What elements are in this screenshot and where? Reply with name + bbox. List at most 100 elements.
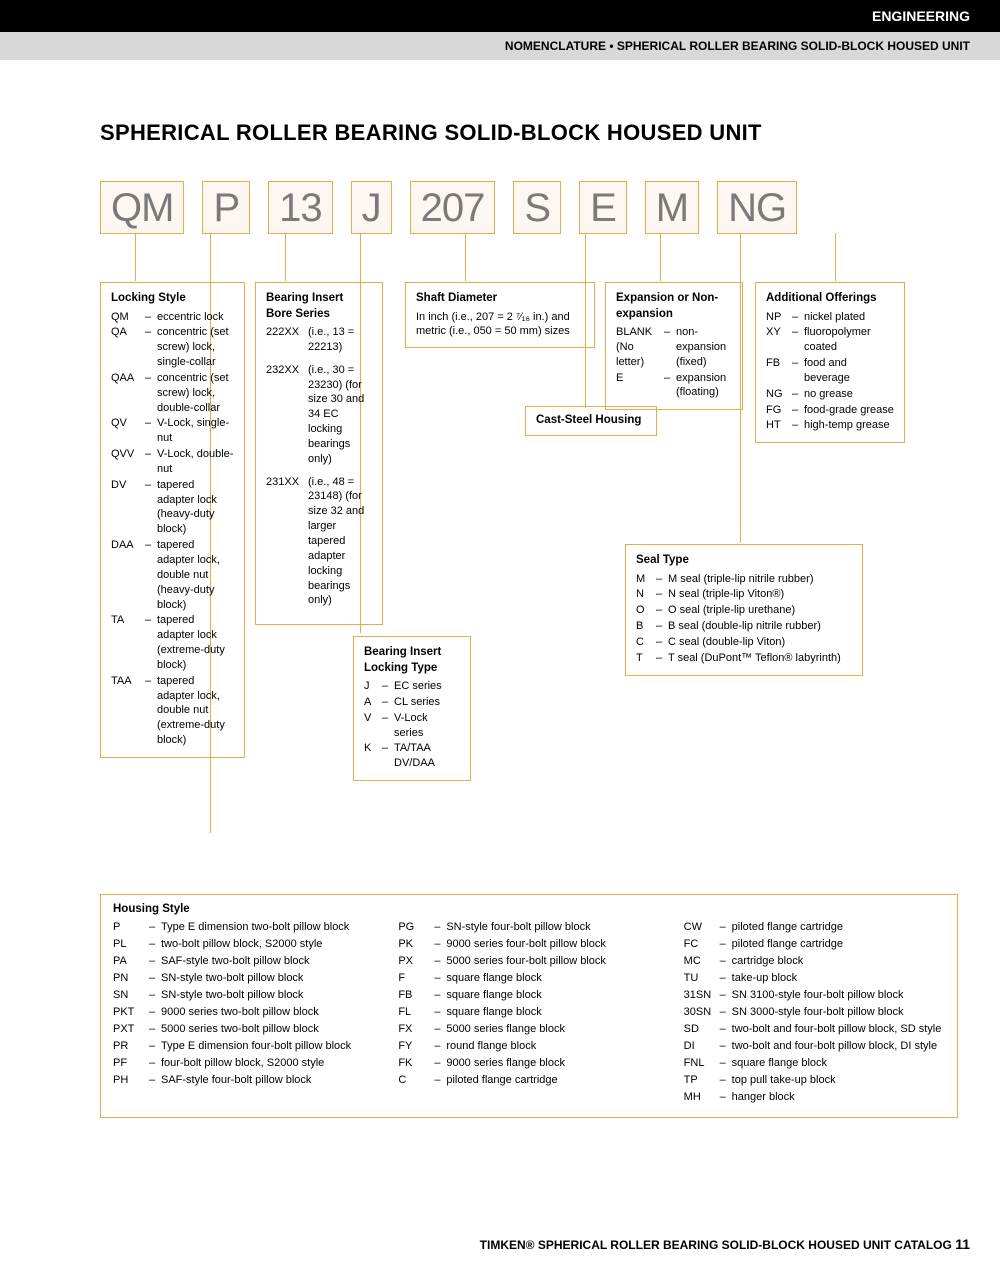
housing-row: CW–piloted flange cartridge — [684, 919, 945, 936]
legend-desc: N seal (triple-lip Viton®) — [668, 587, 784, 602]
housing-col-2: PG–SN-style four-bolt pillow blockPK–900… — [398, 919, 659, 1107]
legend-desc: EC series — [394, 679, 442, 694]
page-number: 11 — [955, 1236, 970, 1252]
legend-items: 222XX(i.e., 13 = 22213) 232XX(i.e., 30 = … — [266, 325, 372, 608]
legend-desc: V-Lock series — [394, 711, 460, 741]
legend-row: FB–food and beverage — [766, 356, 894, 386]
legend-cast-steel: Cast-Steel Housing — [525, 406, 657, 436]
housing-row: FX–5000 series flange block — [398, 1021, 659, 1038]
housing-row: PK–9000 series four-bolt pillow block — [398, 936, 659, 953]
legend-desc: high-temp grease — [804, 418, 890, 433]
housing-row: PXT–5000 series two-bolt pillow block — [113, 1021, 374, 1038]
legend-desc: food-grade grease — [804, 403, 894, 418]
code-2: 13 — [268, 181, 333, 234]
legend-row: NP–nickel plated — [766, 310, 894, 325]
legend-code: QM — [111, 310, 145, 325]
legend-code: C — [636, 635, 656, 650]
housing-row: FY–round flange block — [398, 1038, 659, 1055]
header-black-bar: ENGINEERING — [0, 0, 1000, 32]
code-0: QM — [100, 181, 184, 234]
legend-locking-type: Bearing Insert Locking Type J–EC seriesA… — [353, 636, 471, 781]
legend-title: Shaft Diameter — [416, 291, 584, 307]
legend-row: M–M seal (triple-lip nitrile rubber) — [636, 572, 852, 587]
legend-desc: T seal (DuPont™ Teflon® labyrinth) — [668, 651, 841, 666]
legend-row: C–C seal (double-lip Viton) — [636, 635, 852, 650]
legend-row: N–N seal (triple-lip Viton®) — [636, 587, 852, 602]
legend-additional: Additional Offerings NP–nickel platedXY–… — [755, 282, 905, 443]
housing-col-3: CW–piloted flange cartridgeFC–piloted fl… — [684, 919, 945, 1107]
housing-row: P–Type E dimension two-bolt pillow block — [113, 919, 374, 936]
code-7: M — [645, 181, 699, 234]
legend-title: Expansion or Non-expansion — [616, 291, 732, 322]
legend-items: NP–nickel platedXY–fluoropolymer coatedF… — [766, 310, 894, 434]
footer-text: SPHERICAL ROLLER BEARING SOLID-BLOCK HOU… — [538, 1238, 952, 1252]
legend-row: J–EC series — [364, 679, 460, 694]
code-1: P — [202, 181, 250, 234]
housing-row: PA–SAF-style two-bolt pillow block — [113, 953, 374, 970]
housing-row: FC–piloted flange cartridge — [684, 936, 945, 953]
legend-locking-style: Locking Style QM–eccentric lockQA–concen… — [100, 282, 245, 758]
housing-row: PR–Type E dimension four-bolt pillow blo… — [113, 1038, 374, 1055]
legend-row: QAA–concentric (set screw) lock, double-… — [111, 371, 234, 416]
legend-row: TA–tapered adapter lock (extreme-duty bl… — [111, 613, 234, 672]
footer-brand: TIMKEN® — [480, 1238, 535, 1252]
legend-title: Locking Style — [111, 291, 234, 307]
legend-code: FB — [766, 356, 792, 386]
legend-code: O — [636, 603, 656, 618]
legend-desc: concentric (set screw) lock, double-coll… — [157, 371, 234, 416]
legend-title: Additional Offerings — [766, 291, 894, 307]
legend-title: Cast-Steel Housing — [536, 413, 646, 429]
legend-seal-type: Seal Type M–M seal (triple-lip nitrile r… — [625, 544, 863, 676]
page-footer: TIMKEN® SPHERICAL ROLLER BEARING SOLID-B… — [480, 1236, 970, 1252]
legend-area: Locking Style QM–eccentric lockQA–concen… — [100, 246, 960, 886]
legend-desc: V-Lock, single-nut — [157, 416, 234, 446]
legend-row: QV–V-Lock, single-nut — [111, 416, 234, 446]
legend-bore-series: Bearing Insert Bore Series 222XX(i.e., 1… — [255, 282, 383, 625]
legend-code: N — [636, 587, 656, 602]
legend-row: DV–tapered adapter lock (heavy-duty bloc… — [111, 478, 234, 537]
code-3: J — [351, 181, 392, 234]
legend-code: QA — [111, 325, 145, 370]
legend-row: 222XX(i.e., 13 = 22213) — [266, 325, 372, 355]
legend-code: K — [364, 741, 382, 771]
legend-items: M–M seal (triple-lip nitrile rubber)N–N … — [636, 572, 852, 666]
legend-desc: food and beverage — [804, 356, 894, 386]
legend-desc: CL series — [394, 695, 440, 710]
housing-row: TP–top pull take-up block — [684, 1072, 945, 1089]
code-8: NG — [717, 181, 797, 234]
legend-code: QV — [111, 416, 145, 446]
legend-row: QM–eccentric lock — [111, 310, 234, 325]
legend-row: NG–no grease — [766, 387, 894, 402]
legend-desc: C seal (double-lip Viton) — [668, 635, 785, 650]
legend-shaft-diameter: Shaft Diameter In inch (i.e., 207 = 2 ⁷⁄… — [405, 282, 595, 348]
legend-row: QVV–V-Lock, double-nut — [111, 447, 234, 477]
legend-code: XY — [766, 325, 792, 355]
code-6: E — [579, 181, 627, 234]
housing-row: TU–take-up block — [684, 970, 945, 987]
housing-row: FB–square flange block — [398, 987, 659, 1004]
legend-title: Housing Style — [113, 903, 945, 915]
legend-items: QM–eccentric lockQA–concentric (set scre… — [111, 310, 234, 748]
nomenclature-codes: QM P 13 J 207 S E M NG — [100, 181, 960, 234]
housing-row: SD–two-bolt and four-bolt pillow block, … — [684, 1021, 945, 1038]
legend-desc: no grease — [804, 387, 853, 402]
housing-row: 30SN–SN 3000-style four-bolt pillow bloc… — [684, 1004, 945, 1021]
housing-row: 31SN–SN 3100-style four-bolt pillow bloc… — [684, 987, 945, 1004]
housing-row: PX–5000 series four-bolt pillow block — [398, 953, 659, 970]
legend-code: QAA — [111, 371, 145, 416]
legend-text: In inch (i.e., 207 = 2 ⁷⁄₁₆ in.) and met… — [416, 310, 584, 340]
housing-row: FNL–square flange block — [684, 1055, 945, 1072]
legend-expansion: Expansion or Non-expansion BLANK(Nolette… — [605, 282, 743, 410]
legend-code: FG — [766, 403, 792, 418]
legend-desc: tapered adapter lock, double nut (extrem… — [157, 674, 234, 748]
legend-desc: nickel plated — [804, 310, 865, 325]
legend-items: J–EC seriesA–CL seriesV–V-Lock seriesK–T… — [364, 679, 460, 771]
legend-code: A — [364, 695, 382, 710]
legend-desc: eccentric lock — [157, 310, 224, 325]
legend-desc: TA/TAA DV/DAA — [394, 741, 460, 771]
legend-desc: B seal (double-lip nitrile rubber) — [668, 619, 821, 634]
legend-row: 232XX(i.e., 30 = 23230) (for size 30 and… — [266, 363, 372, 467]
legend-desc: fluoropolymer coated — [804, 325, 894, 355]
legend-code: J — [364, 679, 382, 694]
legend-code: TA — [111, 613, 145, 672]
